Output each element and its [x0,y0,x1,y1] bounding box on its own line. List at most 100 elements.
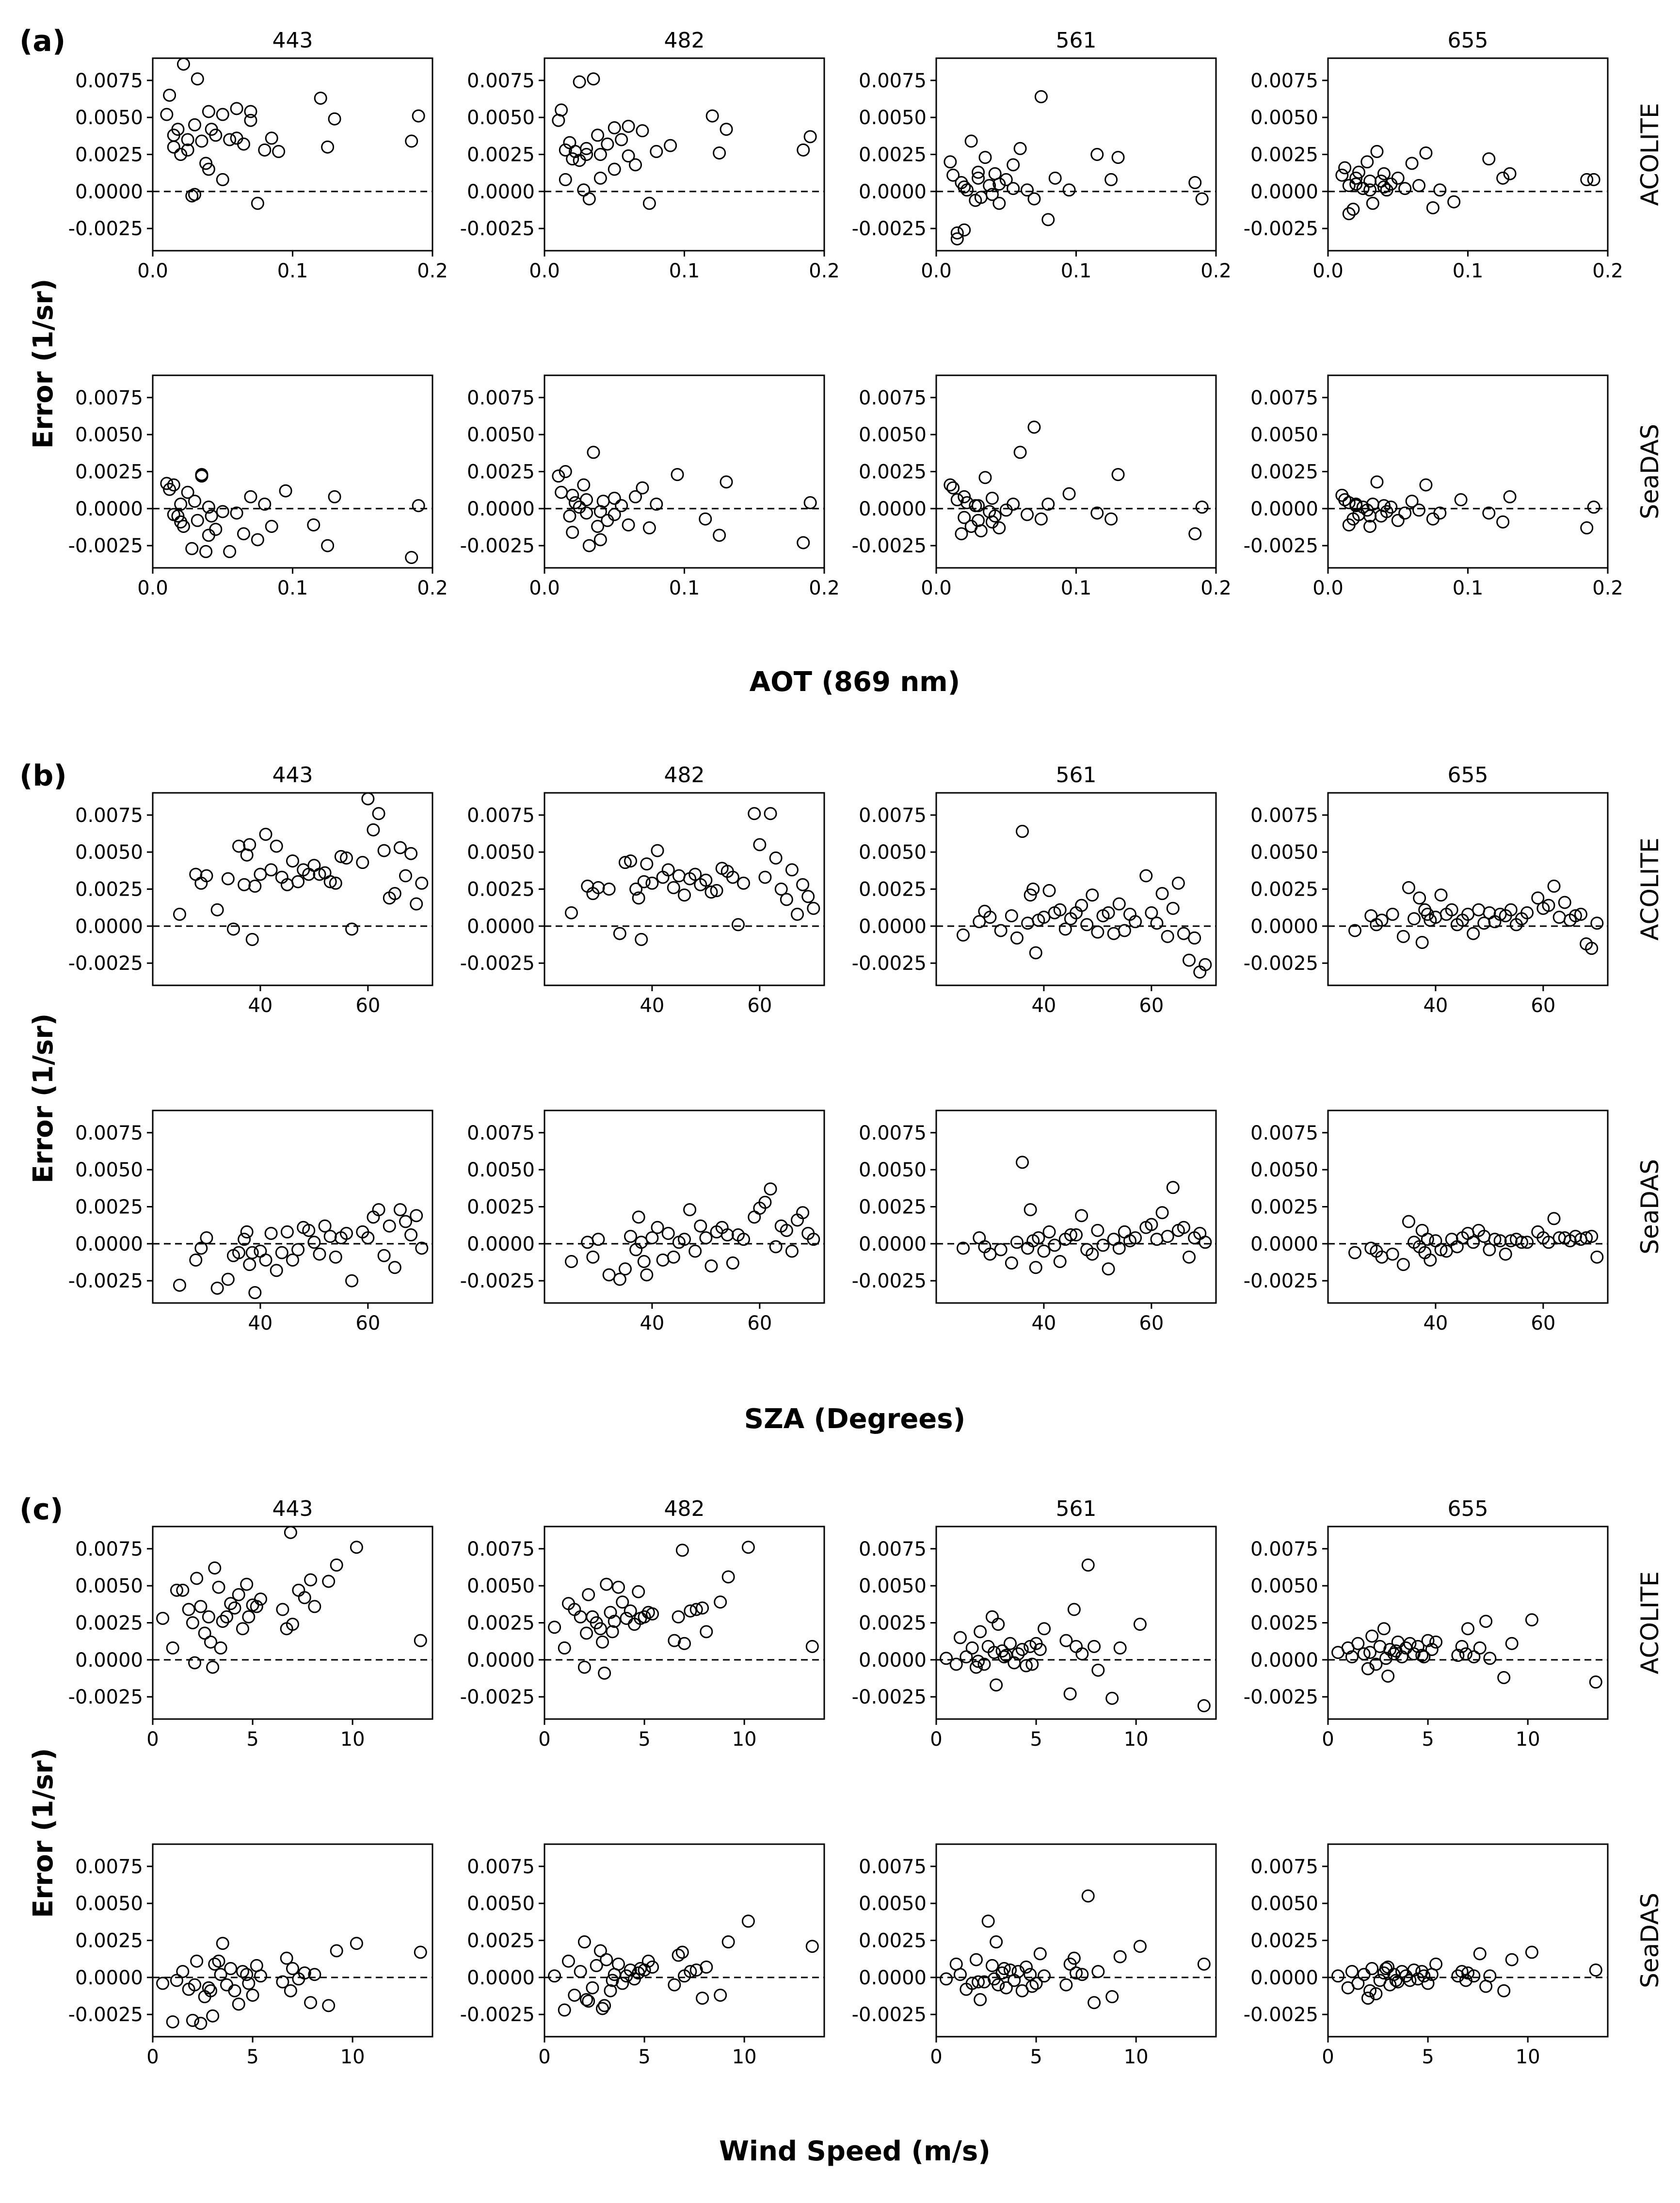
data-point [990,1678,1003,1692]
data-point [176,1583,190,1597]
data-point [216,505,229,518]
data-point [414,1946,427,1959]
data-point [1413,891,1426,905]
data-point [1197,1699,1211,1713]
y-tick-label: -0.0025 [68,1686,143,1708]
data-point [559,143,572,157]
y-tick-label: 0.0025 [75,879,143,901]
data-point [1025,1657,1039,1671]
data-point [593,533,607,547]
y-tick-label: 0.0025 [75,1930,143,1952]
data-point [313,1247,326,1261]
x-tick-label: 0.0 [921,260,952,282]
data-point [1105,1691,1119,1705]
data-point [758,870,772,884]
data-point [566,526,579,539]
data-point [1520,906,1534,919]
data-point [1081,1889,1095,1903]
data-point [330,1558,343,1572]
data-point [1048,1238,1061,1252]
y-tick-label: 0.0075 [859,1856,927,1878]
y-tick-label: 0.0000 [859,181,927,203]
data-point [185,542,199,555]
data-point [200,869,213,883]
data-point [1075,1209,1088,1222]
x-tick-label: 0.0 [529,260,560,282]
x-tick-label: 0 [1322,2046,1334,2068]
data-point [1568,909,1582,922]
data-point [1024,888,1037,902]
y-tick-label: -0.0025 [1244,2004,1318,2026]
data-point [280,1951,293,1965]
data-point [1008,1974,1021,1987]
data-point [245,1246,259,1259]
data-point [1381,1669,1395,1683]
data-point [592,1233,605,1246]
x-tick-label: 0 [146,2046,159,2068]
data-point [1402,881,1415,894]
y-tick-label: 0.0000 [75,1967,143,1989]
data-point [328,112,341,126]
data-point [577,478,591,492]
data-point [953,1631,967,1644]
x-tick-label: 0 [930,2046,942,2068]
y-tick-label: 0.0000 [1250,916,1318,938]
data-point [254,1244,267,1258]
y-tick-label: 0.0000 [859,1233,927,1255]
data-point [1589,1675,1602,1689]
data-point [284,1526,297,1539]
data-point [672,1610,685,1624]
data-point [944,155,957,169]
data-point [1090,506,1104,520]
data-point [173,1278,186,1292]
y-tick-label: 0.0050 [467,841,535,864]
data-point [1075,899,1088,912]
data-point [208,1561,222,1575]
data-point [675,1946,689,1959]
y-tick-label: 0.0025 [1250,1196,1318,1219]
data-point [618,856,632,869]
data-point [236,1622,249,1636]
data-point [622,119,635,133]
x-tick-label: 0 [538,2046,550,2068]
data-point [291,875,305,888]
y-tick-label: -0.0025 [68,1270,143,1292]
data-point [356,856,369,869]
x-axis-title: AOT (869 nm) [750,666,960,698]
data-point [244,113,257,127]
data-point [1010,1236,1024,1249]
data-point [785,1244,799,1258]
y-tick-label: 0.0075 [467,70,535,92]
data-point [668,1978,681,1992]
data-point [661,863,675,877]
data-point [1027,420,1041,434]
x-tick-label: 0.2 [417,260,448,282]
data-point [1199,1236,1212,1249]
data-point [1580,521,1594,535]
x-tick-label: 0.0 [529,577,560,599]
data-point [997,1962,1011,1976]
data-point [700,1625,713,1639]
y-tick-label: 0.0075 [467,387,535,409]
data-point [696,1601,709,1615]
data-point [1342,518,1356,531]
data-point [174,515,188,529]
data-point [1075,1968,1089,1981]
x-tick-label: 0 [146,1728,159,1751]
data-point [1351,1637,1365,1650]
y-tick-label: 0.0000 [859,916,927,938]
data-point [1013,446,1027,459]
data-point [606,1974,619,1987]
y-tick-label: 0.0025 [859,461,927,483]
data-point [1396,930,1410,943]
data-point [1111,151,1125,164]
data-point [675,1544,689,1557]
data-point [1363,509,1377,523]
data-point [170,1583,183,1597]
data-point [1058,922,1072,936]
data-point [1421,1233,1434,1246]
data-point [163,88,176,102]
y-tick-label: 0.0075 [1250,1122,1318,1144]
y-tick-label: 0.0050 [75,1159,143,1181]
data-point [1419,146,1433,160]
